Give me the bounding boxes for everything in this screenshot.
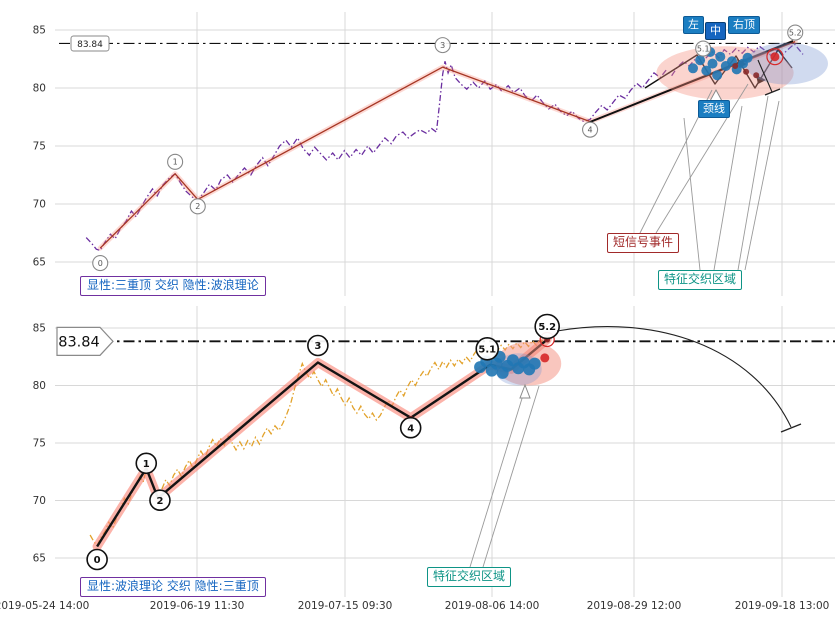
x-tick-label: 2019-08-29 12:00	[587, 600, 682, 612]
wave-point-number: 0	[94, 555, 101, 566]
threshold-label-banner-bottom	[56, 326, 114, 356]
scatter-dot	[753, 72, 760, 79]
threshold-label-box-top	[70, 35, 110, 52]
triple-top-pattern-line	[644, 49, 793, 89]
callout-line	[713, 105, 743, 271]
y-tick-label: 70	[33, 495, 46, 507]
axis-labels: 65 70 75 80 85 65 70 75 80 85 2019-05-24 14:00 2019…	[0, 25, 829, 613]
wave-point-number: 0	[98, 259, 103, 268]
scatter-dot	[732, 63, 739, 69]
highlight-ring	[766, 48, 784, 66]
scatter-dot	[540, 353, 550, 363]
wave-point-marker-5.2	[534, 313, 560, 340]
scatter-dot	[770, 52, 780, 62]
callout-line	[469, 391, 525, 568]
y-tick-label: 65	[33, 553, 46, 565]
x-tick-label: 2019-06-19 11:30	[150, 600, 245, 612]
callout-line	[683, 117, 701, 271]
wave-point-number: 5.2	[789, 28, 802, 37]
wave-point-marker-3	[307, 334, 329, 357]
wave-point-number: 3	[440, 41, 445, 50]
scatter-dot	[712, 70, 723, 81]
panel-top: 0 1 2 3 4 5.2 5.1	[59, 24, 835, 272]
annotation-lines	[469, 59, 802, 568]
callout-line	[482, 385, 540, 568]
scatter-dot	[707, 58, 718, 69]
y-tick-label: 80	[33, 83, 46, 95]
y-tick-label: 65	[33, 257, 46, 269]
price-line	[89, 338, 548, 547]
panel-bottom: 0 1 2 3 4 5.1 5.2	[59, 313, 835, 571]
scatter-dot	[688, 63, 698, 74]
wave-point-number: 5.2	[538, 322, 556, 333]
x-tick-label: 2019-09-18 13:00	[735, 600, 830, 612]
wave-point-marker-5.1	[475, 336, 500, 361]
y-tick-label: 85	[33, 25, 46, 37]
x-tick-label: 2019-07-15 09:30	[298, 600, 393, 612]
wave-point-number: 5.1	[478, 344, 496, 355]
arc-end-cap	[780, 423, 802, 433]
wave-point-marker-1	[135, 452, 158, 475]
callout-line	[655, 83, 749, 234]
threshold-value-top: 83.84	[77, 40, 103, 50]
wave-point-marker-0	[86, 548, 108, 571]
wave-point-number: 3	[314, 341, 321, 352]
wave-point-marker-5.2	[787, 24, 804, 41]
scatter-dot	[743, 68, 750, 75]
wave-point-number: 4	[588, 125, 593, 134]
threshold-value-bottom: 83.84	[58, 334, 100, 350]
y-tick-label: 75	[33, 141, 46, 153]
scatter-dot	[742, 52, 753, 63]
projection-arc	[556, 326, 792, 428]
threshold-labels: 83.84 83.84	[56, 35, 114, 356]
y-tick-label: 85	[33, 323, 46, 335]
highlight-ellipse	[656, 46, 794, 100]
projection-arc	[757, 59, 773, 93]
trend-line	[589, 40, 794, 123]
y-tick-label: 80	[33, 380, 46, 392]
wave-point-number: 1	[143, 459, 150, 470]
scatter-dot	[715, 51, 726, 62]
price-line	[85, 42, 804, 252]
wave-point-number: 5.1	[697, 44, 710, 53]
scatter-dot	[695, 55, 706, 66]
x-tick-label: 2019-08-06 14:00	[445, 600, 540, 612]
callout-line	[639, 89, 713, 234]
wave-point-marker-5.1	[695, 40, 712, 57]
up-arrow-icon	[519, 383, 531, 399]
scatter-dot	[528, 357, 541, 370]
callout-line	[737, 95, 769, 271]
y-tick-label: 75	[33, 438, 46, 450]
arrowhead-icon	[756, 75, 766, 84]
wave-point-marker-4	[582, 121, 599, 138]
wave-point-number: 2	[156, 496, 163, 507]
highlight-ellipse	[745, 42, 828, 85]
wave-point-number: 1	[173, 158, 178, 167]
wave-point-number: 4	[407, 423, 414, 434]
wave-point-marker-4	[399, 416, 422, 439]
wave-point-marker-2	[189, 198, 206, 215]
callout-line	[744, 100, 780, 271]
wave-point-marker-3	[434, 37, 451, 54]
scatter-dot	[701, 65, 712, 76]
wave-point-marker-1	[167, 153, 184, 170]
wave-point-number: 2	[195, 202, 200, 211]
x-tick-label: 2019-05-24 14:00	[0, 600, 89, 612]
wave-point-marker-2	[149, 489, 171, 512]
y-tick-label: 70	[33, 199, 46, 211]
arc-end-cap	[764, 88, 781, 96]
wave-point-marker-0	[92, 255, 109, 272]
